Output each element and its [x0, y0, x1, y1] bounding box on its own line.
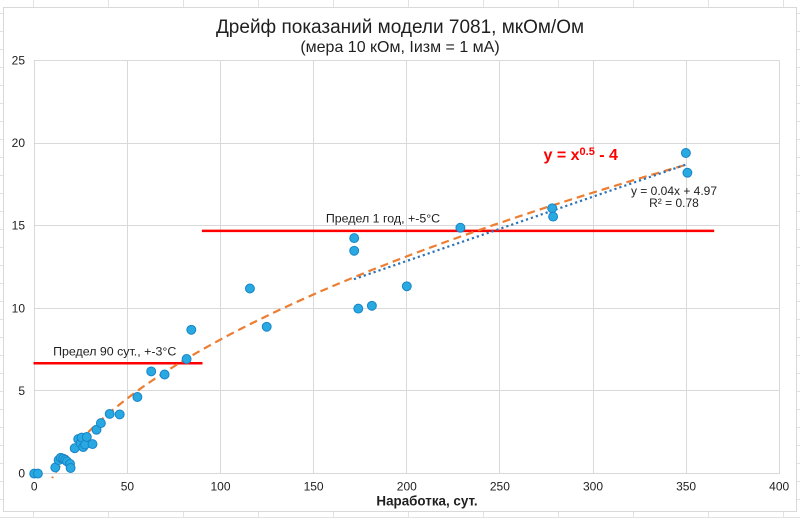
svg-text:200: 200	[397, 480, 417, 494]
svg-text:0: 0	[31, 480, 38, 494]
svg-text:0: 0	[18, 467, 25, 481]
svg-text:300: 300	[583, 480, 603, 494]
svg-text:10: 10	[12, 301, 26, 315]
svg-text:150: 150	[304, 480, 324, 494]
svg-text:250: 250	[490, 480, 510, 494]
svg-text:y = x0.5 - 4: y = x0.5 - 4	[544, 146, 619, 164]
svg-text:(мера 10 кОм, Iизм = 1 мА): (мера 10 кОм, Iизм = 1 мА)	[300, 39, 499, 56]
svg-text:400: 400	[769, 480, 789, 494]
svg-text:50: 50	[121, 480, 135, 494]
svg-text:Предел 1 год, +-5°C: Предел 1 год, +-5°C	[326, 212, 440, 226]
svg-text:20: 20	[12, 136, 26, 150]
svg-text:25: 25	[12, 54, 26, 68]
svg-text:100: 100	[210, 480, 230, 494]
svg-text:R² = 0.78: R² = 0.78	[649, 196, 699, 210]
svg-text:Наработка, сут.: Наработка, сут.	[376, 494, 477, 509]
svg-text:Дрейф показаний модели 7081, м: Дрейф показаний модели 7081, мкОм/Ом	[216, 17, 584, 38]
svg-text:5: 5	[18, 384, 25, 398]
svg-text:350: 350	[676, 480, 696, 494]
svg-text:15: 15	[12, 219, 26, 233]
svg-text:Предел 90 сут., +-3°C: Предел 90 сут., +-3°C	[53, 345, 176, 359]
svg-text:y = 0.04x + 4.97: y = 0.04x + 4.97	[631, 184, 717, 198]
